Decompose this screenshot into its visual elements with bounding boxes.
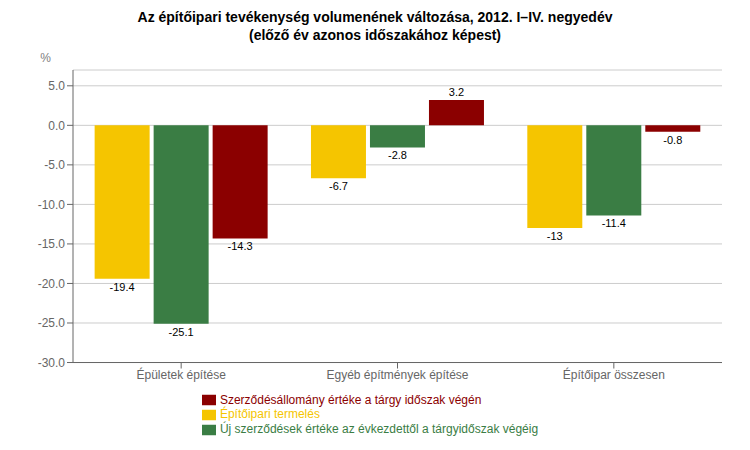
svg-text:-25.0: -25.0	[38, 316, 66, 330]
svg-text:-5.0: -5.0	[44, 158, 65, 172]
svg-text:-30.0: -30.0	[38, 356, 66, 370]
svg-text:-11.4: -11.4	[602, 217, 626, 229]
html-text:Építőipari termelés: Építőipari termelés	[219, 407, 320, 422]
svg-text:Egyéb építmények építése: Egyéb építmények építése	[326, 368, 468, 382]
svg-text:Épületek építése: Épületek építése	[136, 367, 226, 382]
svg-text:5.0: 5.0	[48, 79, 65, 93]
svg-text:Építőipar összesen: Építőipar összesen	[563, 367, 665, 382]
svg-text:-15.0: -15.0	[38, 237, 66, 251]
html-text:Szerződésállomány értéke a tár: Szerződésállomány értéke a tárgy időszak…	[219, 392, 482, 407]
svg-text:-2.8: -2.8	[388, 149, 407, 161]
svg-text:-14.3: -14.3	[228, 240, 253, 252]
svg-text:%: %	[40, 51, 51, 65]
svg-text:0.0: 0.0	[48, 119, 65, 133]
html-text:Az építőipari tevékenység volu: Az építőipari tevékenység volumenének vá…	[137, 9, 613, 25]
svg-text:-13: -13	[547, 230, 563, 242]
svg-text:-6.7: -6.7	[329, 180, 348, 192]
svg-text:-25.1: -25.1	[169, 326, 194, 338]
svg-text:-19.4: -19.4	[110, 281, 135, 293]
html-text:(előző év azonos időszakához k: (előző év azonos időszakához képest)	[249, 27, 501, 43]
svg-text:-10.0: -10.0	[38, 198, 66, 212]
svg-text:3.2: 3.2	[449, 86, 464, 98]
html-text:Új szerződések értéke az évkez: Új szerződések értéke az évkezdettől a t…	[219, 422, 539, 437]
svg-text:-0.8: -0.8	[663, 134, 682, 146]
svg-text:-20.0: -20.0	[38, 277, 66, 291]
